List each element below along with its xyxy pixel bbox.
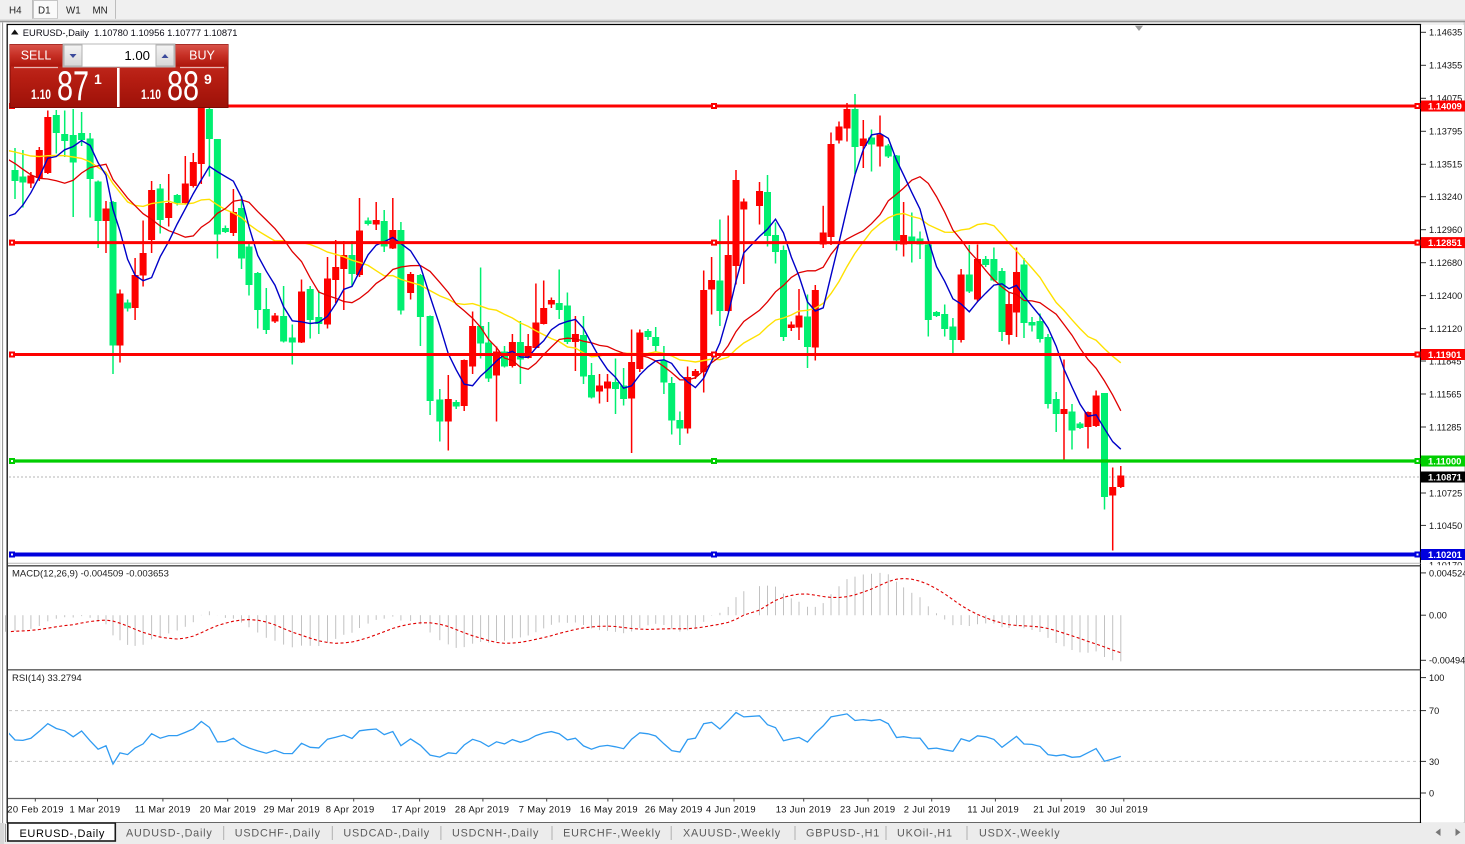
svg-text:GBPUSD-,H1: GBPUSD-,H1 (806, 828, 880, 840)
svg-text:USDCHF-,Daily: USDCHF-,Daily (235, 828, 321, 840)
svg-text:EURUSD-,Daily 1.10780 1.10956: EURUSD-,Daily 1.10780 1.10956 1.10777 1.… (23, 27, 238, 38)
svg-text:UKOil-,H1: UKOil-,H1 (897, 828, 953, 840)
svg-text:1.10725: 1.10725 (1429, 488, 1462, 498)
svg-text:4 Jun 2019: 4 Jun 2019 (706, 804, 756, 815)
svg-text:28 Apr 2019: 28 Apr 2019 (455, 804, 509, 815)
svg-text:1.11285: 1.11285 (1429, 422, 1462, 432)
svg-text:1.14009: 1.14009 (1428, 101, 1462, 112)
svg-text:EURUSD-,Daily: EURUSD-,Daily (20, 828, 105, 840)
svg-text:1.10201: 1.10201 (1428, 549, 1462, 560)
svg-text:1.13795: 1.13795 (1429, 127, 1462, 137)
svg-text:1.12960: 1.12960 (1429, 225, 1462, 235)
svg-text:1.11000: 1.11000 (1428, 456, 1461, 467)
svg-text:1.00: 1.00 (124, 48, 150, 63)
svg-text:USDX-,Weekly: USDX-,Weekly (979, 828, 1060, 840)
svg-text:USDCAD-,Daily: USDCAD-,Daily (343, 828, 430, 840)
svg-text:1 Mar 2019: 1 Mar 2019 (70, 804, 121, 815)
svg-text:1.13240: 1.13240 (1429, 192, 1462, 202)
svg-text:RSI(14) 33.2794: RSI(14) 33.2794 (12, 673, 82, 684)
svg-text:1.14635: 1.14635 (1429, 28, 1462, 38)
svg-text:20 Mar 2019: 20 Mar 2019 (200, 804, 257, 815)
svg-text:1.11901: 1.11901 (1428, 349, 1461, 360)
svg-text:21 Jul 2019: 21 Jul 2019 (1033, 804, 1085, 815)
svg-text:AUDUSD-,Daily: AUDUSD-,Daily (126, 828, 213, 840)
svg-text:H4: H4 (9, 6, 22, 17)
svg-text:1.13515: 1.13515 (1429, 160, 1462, 170)
svg-text:1.11845: 1.11845 (1429, 356, 1462, 366)
svg-text:16 May 2019: 16 May 2019 (580, 804, 638, 815)
svg-text:2 Jul 2019: 2 Jul 2019 (904, 804, 951, 815)
svg-text:1.14355: 1.14355 (1429, 61, 1462, 71)
svg-text:9: 9 (204, 71, 212, 87)
svg-text:USDCNH-,Daily: USDCNH-,Daily (452, 828, 539, 840)
svg-text:0: 0 (1429, 788, 1434, 798)
svg-text:MN: MN (93, 6, 108, 17)
svg-text:1.10871: 1.10871 (1428, 472, 1462, 483)
svg-text:20 Feb 2019: 20 Feb 2019 (7, 804, 64, 815)
svg-text:23 Jun 2019: 23 Jun 2019 (840, 804, 895, 815)
svg-text:SELL: SELL (21, 49, 52, 63)
svg-text:11 Jul 2019: 11 Jul 2019 (967, 804, 1019, 815)
svg-text:0.00: 0.00 (1429, 611, 1447, 621)
svg-text:1.10: 1.10 (141, 87, 161, 102)
svg-text:1.12120: 1.12120 (1429, 324, 1462, 334)
svg-text:100: 100 (1429, 673, 1444, 683)
svg-text:1.11565: 1.11565 (1429, 389, 1462, 399)
svg-text:1.10450: 1.10450 (1429, 521, 1462, 531)
svg-text:30: 30 (1429, 757, 1439, 767)
svg-text:W1: W1 (66, 6, 81, 17)
svg-text:29 Mar 2019: 29 Mar 2019 (264, 804, 321, 815)
svg-text:11 Mar 2019: 11 Mar 2019 (135, 804, 191, 815)
svg-text:70: 70 (1429, 706, 1439, 716)
svg-text:MACD(12,26,9) -0.004509 -0.003: MACD(12,26,9) -0.004509 -0.003653 (12, 569, 169, 580)
svg-text:D1: D1 (38, 6, 51, 17)
svg-text:26 May 2019: 26 May 2019 (645, 804, 703, 815)
svg-text:1: 1 (94, 71, 102, 87)
svg-text:-0.00494: -0.00494 (1429, 656, 1465, 666)
svg-text:88: 88 (167, 62, 199, 109)
svg-text:1.12400: 1.12400 (1429, 291, 1462, 301)
svg-text:EURCHF-,Weekly: EURCHF-,Weekly (563, 828, 661, 840)
svg-text:XAUUSD-,Weekly: XAUUSD-,Weekly (683, 828, 781, 840)
svg-text:13 Jun 2019: 13 Jun 2019 (776, 804, 831, 815)
svg-text:1.12680: 1.12680 (1429, 258, 1462, 268)
svg-text:0.004524: 0.004524 (1429, 568, 1465, 578)
svg-text:87: 87 (57, 62, 89, 109)
svg-text:7 May 2019: 7 May 2019 (519, 804, 572, 815)
svg-text:BUY: BUY (189, 49, 215, 63)
svg-text:8 Apr 2019: 8 Apr 2019 (326, 804, 375, 815)
svg-text:17 Apr 2019: 17 Apr 2019 (392, 804, 446, 815)
svg-text:1.14075: 1.14075 (1429, 94, 1462, 104)
svg-text:30 Jul 2019: 30 Jul 2019 (1096, 804, 1148, 815)
svg-text:1.12851: 1.12851 (1428, 237, 1462, 248)
svg-text:1.10: 1.10 (31, 87, 51, 102)
svg-text:1.10170: 1.10170 (1429, 561, 1462, 571)
